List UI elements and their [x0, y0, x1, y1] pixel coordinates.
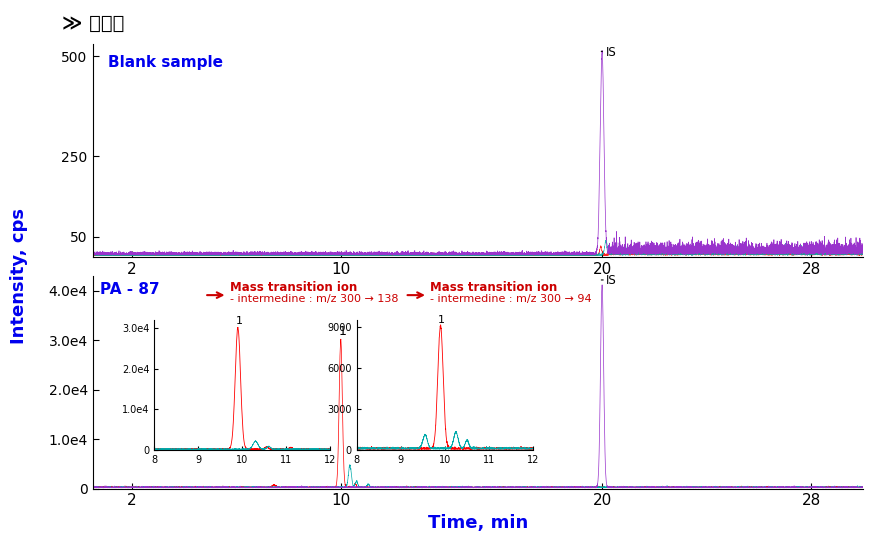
Text: Intensity, cps: Intensity, cps: [11, 208, 28, 344]
Text: 1: 1: [338, 325, 346, 338]
Text: PA - 87: PA - 87: [100, 283, 159, 298]
Text: 1: 1: [235, 316, 242, 326]
Text: - intermedine : m/z 300 → 138: - intermedine : m/z 300 → 138: [230, 294, 398, 304]
Text: Mass transition ion: Mass transition ion: [230, 281, 357, 294]
Text: Mass transition ion: Mass transition ion: [430, 281, 558, 294]
Text: IS: IS: [605, 46, 616, 59]
Text: 1: 1: [439, 315, 445, 325]
Text: IS: IS: [606, 274, 617, 288]
X-axis label: Time, min: Time, min: [428, 514, 528, 532]
Text: Blank sample: Blank sample: [107, 55, 223, 70]
Text: - intermedine : m/z 300 → 94: - intermedine : m/z 300 → 94: [430, 294, 592, 304]
Text: ≫ 지치과: ≫ 지치과: [62, 14, 124, 33]
